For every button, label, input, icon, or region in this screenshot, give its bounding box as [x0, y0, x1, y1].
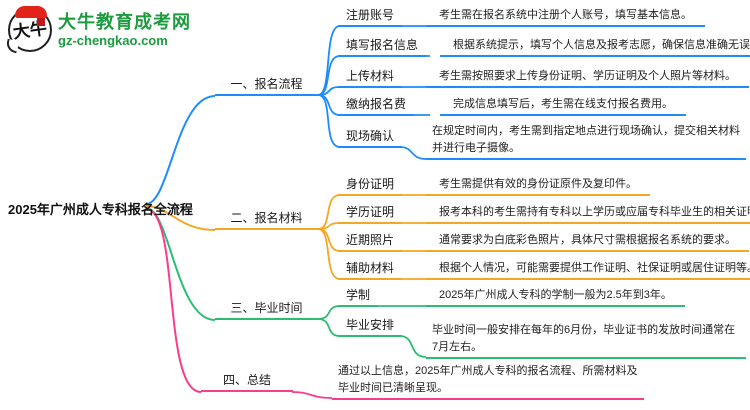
branch-2-child-1-label[interactable]: 身份证明	[338, 175, 403, 196]
branch-3-child-1-label[interactable]: 学制	[338, 286, 379, 307]
branch-1-label[interactable]: 一、报名流程	[215, 75, 318, 96]
site-name: 大牛教育成考网	[58, 11, 191, 32]
branch-1-child-1-desc[interactable]: 考生需在报名系统中注册个人账号，填写基本信息。	[426, 6, 705, 27]
branch-1-child-2-desc[interactable]: 根据系统提示，填写个人信息及报考志愿，确保信息准确无误。	[440, 36, 750, 57]
branch-1-child-1-label[interactable]: 注册账号	[338, 6, 403, 27]
logo-icon: 大牛	[8, 6, 52, 52]
branch-4-summary-desc[interactable]: 通过以上信息，2025年广州成人专科的报名流程、所需材料及毕业时间已清晰呈现。	[332, 362, 644, 400]
logo-red-cap	[15, 6, 47, 18]
branch-1-child-5-label[interactable]: 现场确认	[338, 127, 403, 148]
branch-3-child-1-desc[interactable]: 2025年广州成人专科的学制一般为2.5年到3年。	[426, 286, 685, 307]
logo-seal-icon	[37, 18, 45, 26]
branch-2-child-2-label[interactable]: 学历证明	[338, 203, 403, 224]
branch-2-child-1-desc[interactable]: 考生需提供有效的身份证原件及复印件。	[426, 175, 650, 196]
branch-1-child-3-label[interactable]: 上传材料	[338, 67, 403, 88]
branch-2-child-3-label[interactable]: 近期照片	[338, 231, 403, 252]
branch-1-child-4-label[interactable]: 缴纳报名费	[338, 95, 415, 116]
branch-2-child-2-desc[interactable]: 报考本科的考生需持有专科以上学历或应届专科毕业生的相关证明。	[426, 203, 750, 224]
branch-2-child-4-desc[interactable]: 根据个人情况，可能需要提供工作证明、社保证明或居住证明等。	[426, 259, 750, 280]
branch-2-child-3-desc[interactable]: 通常要求为白底彩色照片，具体尺寸需根据报名系统的要求。	[426, 231, 749, 252]
branch-1-child-5-desc[interactable]: 在规定时间内，考生需到指定地点进行现场确认，提交相关材料并进行电子摄像。	[426, 122, 746, 160]
branch-2-label[interactable]: 二、报名材料	[215, 209, 318, 230]
central-topic[interactable]: 2025年广州成人专科报名全流程	[8, 202, 193, 217]
branch-1-child-4-desc[interactable]: 完成信息填写后，考生需在线支付报名费用。	[440, 95, 686, 116]
branch-3-child-2-desc[interactable]: 毕业时间一般安排在每年的6月份，毕业证书的发放时间通常在7月左右。	[426, 321, 746, 359]
branch-4-label[interactable]: 四、总结	[201, 371, 293, 392]
branch-1-child-2-label[interactable]: 填写报名信息	[338, 36, 427, 57]
site-logo[interactable]: 大牛 大牛教育成考网 gz-chengkao.com	[8, 6, 191, 52]
branch-3-label[interactable]: 三、毕业时间	[215, 299, 318, 320]
branch-1-child-3-desc[interactable]: 考生需按照要求上传身份证明、学历证明及个人照片等材料。	[426, 67, 749, 88]
site-domain: gz-chengkao.com	[58, 32, 168, 48]
branch-3-child-2-label[interactable]: 毕业安排	[338, 316, 403, 337]
logo-text: 大牛教育成考网 gz-chengkao.com	[58, 12, 191, 48]
branch-2-child-4-label[interactable]: 辅助材料	[338, 259, 403, 280]
